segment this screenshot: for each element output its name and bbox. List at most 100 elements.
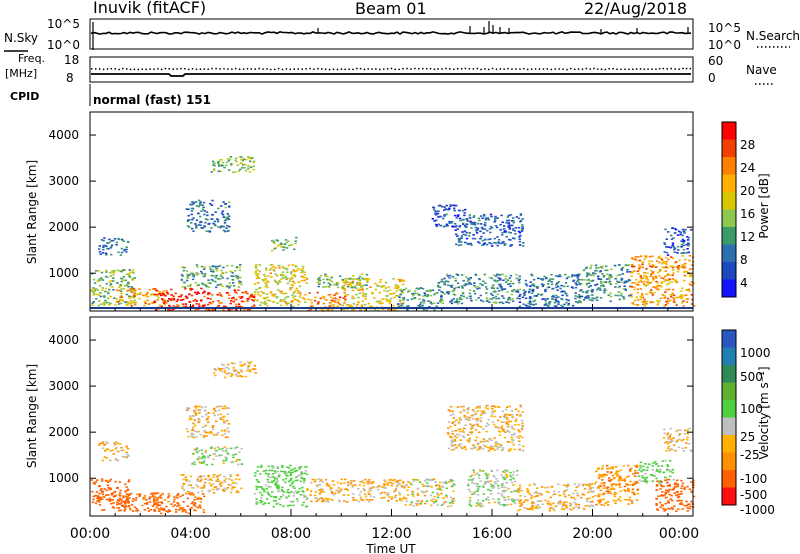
velocity-region xyxy=(180,474,243,494)
power-region xyxy=(98,237,130,256)
power-cbar-swatch xyxy=(722,139,736,158)
power-axes: 1000 2000 3000 4000 xyxy=(48,128,694,311)
vel-cbar-tick-7: -1000 xyxy=(740,503,775,517)
vel-cbar-tick-5: -100 xyxy=(740,472,767,486)
vel-cbar-tick-3: 25 xyxy=(740,430,755,444)
power-region xyxy=(115,287,168,307)
power-colorbar xyxy=(721,121,737,298)
power-heatmap xyxy=(90,156,696,312)
power-region xyxy=(454,213,525,247)
noise-left-tick-top: 10^5 xyxy=(47,17,80,31)
freq-series xyxy=(91,73,691,77)
x-tick-label-2: 08:00 xyxy=(271,526,311,542)
cpid-label: CPID xyxy=(10,90,39,103)
power-region xyxy=(630,255,696,307)
power-ylabel: Slant Range [km] xyxy=(25,160,39,264)
x-axis-title: Time UT xyxy=(365,542,416,554)
velocity-ytick-label: 4000 xyxy=(48,333,79,347)
power-ytick-label: 1000 xyxy=(48,266,79,280)
velocity-region xyxy=(185,405,231,439)
freq-label-line2: [MHz] xyxy=(5,67,37,80)
vel-cbar-tick-1: 500 xyxy=(740,370,763,384)
power-region xyxy=(436,273,520,305)
velocity-region xyxy=(98,441,130,462)
x-tick-label-5: 20:00 xyxy=(572,526,612,542)
vel-cbar-swatch xyxy=(722,365,736,383)
freq-left-tick-top: 18 xyxy=(64,53,79,67)
power-cbar-swatch xyxy=(722,174,736,193)
power-region xyxy=(316,273,369,289)
x-tick-label-3: 12:00 xyxy=(371,526,411,542)
noise-sky-series xyxy=(90,31,692,35)
freq-panel-frame xyxy=(89,56,694,83)
power-region xyxy=(180,264,243,289)
velocity-axes: 1000 2000 3000 4000 xyxy=(48,333,694,516)
freq-left-tick-bottom: 8 xyxy=(66,71,74,85)
x-tick-label-4: 16:00 xyxy=(472,526,512,542)
vel-cbar-swatch xyxy=(722,435,736,453)
vel-cbar-frame xyxy=(721,329,737,506)
velocity-region xyxy=(212,361,257,379)
freq-right-tick-top: 60 xyxy=(708,54,723,68)
noise-search-label: N.Search xyxy=(746,29,800,43)
velocity-region xyxy=(662,427,693,452)
velocity-region xyxy=(404,478,456,508)
nave-series xyxy=(90,67,692,71)
power-cbar-swatch xyxy=(722,279,736,298)
velocity-region xyxy=(467,469,520,508)
velocity-region xyxy=(655,478,696,512)
power-region xyxy=(580,264,633,303)
x-tick-label-0: 00:00 xyxy=(70,526,110,542)
vel-cbar-swatch xyxy=(722,330,736,348)
power-region xyxy=(663,227,693,256)
freq-right-tick-bottom: 0 xyxy=(708,71,716,85)
vel-cbar-swatch xyxy=(722,400,736,418)
velocity-region xyxy=(637,459,675,485)
power-cbar-frame xyxy=(721,121,737,298)
power-region xyxy=(185,199,231,233)
vel-cbar-swatch xyxy=(722,347,736,366)
velocity-ylabel: Slant Range [km] xyxy=(25,364,39,468)
noise-right-tick-bottom: 10^0 xyxy=(708,38,741,52)
velocity-region xyxy=(517,483,595,512)
velocity-region xyxy=(446,404,525,452)
vel-cbar-tick-6: -500 xyxy=(740,488,767,502)
velocity-region xyxy=(90,478,133,512)
power-cbar-tick-6: 4 xyxy=(740,276,748,290)
power-cbar-tick-5: 8 xyxy=(740,253,748,267)
power-ytick-label: 2000 xyxy=(48,220,79,234)
vel-cbar-swatch xyxy=(722,417,736,436)
power-ytick-label: 3000 xyxy=(48,174,79,188)
power-region xyxy=(253,264,309,308)
power-cbar-tick-1: 24 xyxy=(740,161,755,175)
velocity-colorbar xyxy=(721,329,737,506)
power-ytick-label: 4000 xyxy=(48,128,79,142)
power-cbar-swatch xyxy=(722,227,736,245)
nave-label: Nave xyxy=(746,63,777,77)
vel-cbar-swatch xyxy=(722,452,736,471)
x-tick-label-6: 00:00 xyxy=(659,526,699,542)
velocity-heatmap xyxy=(90,361,696,515)
x-tick-label-1: 04:00 xyxy=(170,526,210,542)
power-cbar-tick-3: 16 xyxy=(740,207,755,221)
power-cbar-swatch xyxy=(722,122,736,140)
vel-cbar-swatch xyxy=(722,470,736,488)
vel-cbar-tick-0: 1000 xyxy=(740,346,771,360)
cpid-mode: normal (fast) 151 xyxy=(93,93,211,107)
velocity-region xyxy=(191,446,244,466)
beam-title: Beam 01 xyxy=(355,0,427,18)
power-region xyxy=(517,273,583,309)
vel-cbar-tick-4: -25 xyxy=(740,448,760,462)
vel-cbar-swatch xyxy=(722,487,736,506)
velocity-colorbar-label: Velocity [m s⁻¹] xyxy=(757,366,771,459)
velocity-region xyxy=(253,464,309,508)
power-colorbar-label: Power [dB] xyxy=(757,173,771,238)
power-cbar-swatch xyxy=(722,244,736,263)
power-panel-frame xyxy=(89,111,694,312)
power-region xyxy=(271,236,298,252)
power-region xyxy=(210,156,256,174)
noise-panel-frame xyxy=(89,18,694,50)
velocity-ytick-label: 2000 xyxy=(48,425,79,439)
power-cbar-tick-4: 12 xyxy=(740,230,755,244)
